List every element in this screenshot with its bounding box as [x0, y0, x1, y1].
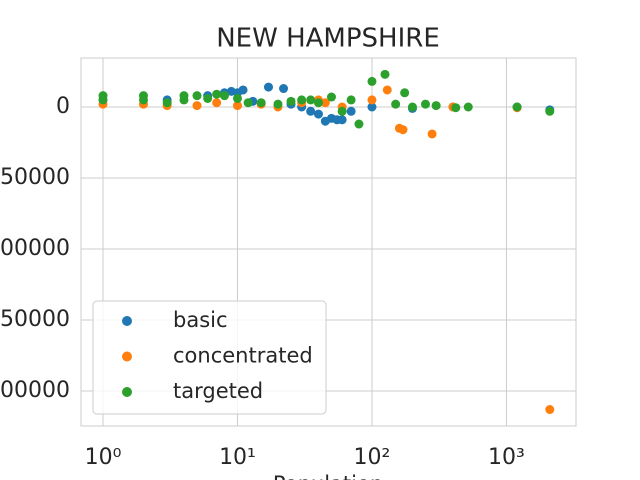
- point: [407, 102, 417, 112]
- point: [306, 106, 316, 116]
- point: [337, 115, 347, 125]
- y-tick-label: −150000: [0, 307, 70, 332]
- legend-label: basic: [173, 308, 228, 332]
- point: [463, 102, 473, 112]
- legend-box: [92, 300, 327, 415]
- point: [346, 95, 356, 105]
- points: [98, 69, 555, 415]
- point: [431, 101, 441, 111]
- point: [391, 99, 401, 109]
- point: [212, 89, 222, 99]
- point: [420, 99, 430, 109]
- point: [162, 98, 172, 108]
- y-tick-label: −200000: [0, 378, 70, 403]
- point: [306, 95, 316, 105]
- legend-marker: [122, 316, 132, 326]
- point: [273, 99, 283, 109]
- y-tick-label: −100000: [0, 236, 70, 261]
- point: [238, 85, 248, 95]
- x-tick-label: 10²: [354, 445, 391, 470]
- point: [380, 69, 390, 79]
- point: [451, 103, 461, 113]
- point: [354, 119, 364, 129]
- point: [427, 129, 437, 139]
- legend-marker: [122, 351, 132, 362]
- y-tick-label: 0: [56, 94, 70, 119]
- point: [297, 95, 307, 105]
- x-tick-label: 10³: [488, 445, 525, 470]
- point: [346, 106, 356, 116]
- point: [179, 95, 189, 105]
- point: [320, 98, 330, 108]
- point: [256, 98, 266, 108]
- point: [545, 405, 555, 415]
- point: [192, 91, 202, 101]
- legend-label: targeted: [173, 379, 263, 403]
- point: [279, 84, 289, 94]
- point: [313, 98, 323, 108]
- point: [326, 92, 336, 102]
- point: [98, 95, 108, 105]
- point: [367, 102, 377, 112]
- legend-label: concentrated: [173, 344, 313, 368]
- point: [232, 101, 242, 111]
- point: [545, 106, 555, 116]
- chart-title: NEW HAMPSHIRE: [216, 24, 440, 54]
- point: [367, 95, 377, 105]
- point: [263, 82, 273, 92]
- point: [382, 85, 392, 95]
- plot-frame: [80, 57, 577, 427]
- x-tick-label: 10⁰: [85, 445, 122, 470]
- y-tick-label: −50000: [0, 165, 70, 190]
- point: [512, 102, 522, 112]
- point: [398, 125, 408, 135]
- point: [212, 98, 222, 108]
- point: [192, 101, 202, 111]
- point: [400, 88, 410, 98]
- point: [232, 93, 242, 103]
- point: [313, 109, 323, 119]
- point: [138, 95, 148, 105]
- point: [219, 91, 229, 101]
- x-axis-label: Population: [273, 472, 383, 480]
- point: [337, 106, 347, 116]
- point: [367, 76, 377, 86]
- x-tick-label: 10¹: [219, 445, 256, 470]
- point: [203, 93, 213, 103]
- point: [243, 98, 253, 108]
- legend-marker: [122, 387, 132, 397]
- legend: basic concentrated targeted: [92, 300, 327, 415]
- point: [286, 96, 296, 106]
